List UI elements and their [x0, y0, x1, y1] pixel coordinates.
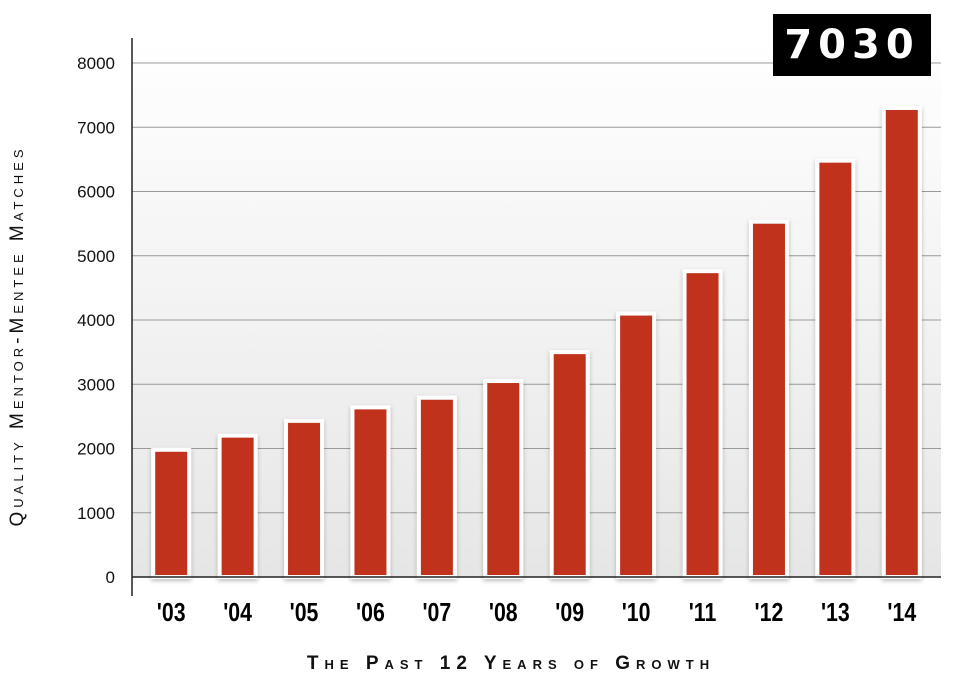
x-tick-label: '13: [821, 598, 850, 628]
bar: [616, 311, 657, 579]
y-tick-label: 2000: [77, 440, 115, 459]
bars: [151, 105, 922, 579]
bar: [815, 158, 856, 579]
x-tick-label: '03: [157, 598, 186, 628]
x-tick-label: '11: [689, 598, 717, 628]
y-tick-label: 6000: [77, 183, 115, 202]
bar: [217, 433, 258, 579]
bar: [682, 269, 723, 579]
y-tick-label: 4000: [77, 311, 115, 330]
x-tick-label: '07: [422, 598, 451, 628]
bar: [483, 379, 524, 579]
bar: [151, 447, 192, 579]
bar: [549, 350, 590, 579]
y-tick-label: 5000: [77, 247, 115, 266]
bar: [748, 219, 789, 579]
plot-background: [132, 40, 941, 577]
y-tick-label: 1000: [77, 504, 115, 523]
y-axis-title: Quality Mentor-Mentee Matches: [7, 145, 28, 527]
x-tick-label: '12: [755, 598, 784, 628]
bar: [416, 395, 457, 579]
x-tick-label: '06: [356, 598, 385, 628]
y-tick-label: 3000: [77, 375, 115, 394]
x-tick-label: '10: [622, 598, 651, 628]
highlight-value-badge: 7030: [773, 14, 931, 76]
x-axis-title: The Past 12 Years of Growth: [306, 653, 716, 674]
y-tick-labels: 0 1000 2000 3000 4000 5000 6000 7000 8000: [77, 54, 115, 587]
y-tick-label: 7000: [77, 118, 115, 137]
x-tick-label: '14: [887, 598, 916, 628]
x-tick-label: '09: [555, 598, 584, 628]
bar: [881, 105, 922, 579]
x-tick-label: '08: [489, 598, 518, 628]
x-tick-label: '05: [290, 598, 319, 628]
x-tick-labels: '03 '04 '05 '06 '07 '08 '09 '10 '11 '12 '13 '14: [157, 598, 917, 628]
y-tick-label: 8000: [77, 54, 115, 73]
bar: [350, 405, 391, 579]
gridlines: [132, 62, 941, 514]
y-tick-label: 0: [106, 568, 115, 587]
bar: [284, 418, 325, 579]
x-tick-label: '04: [223, 598, 252, 628]
